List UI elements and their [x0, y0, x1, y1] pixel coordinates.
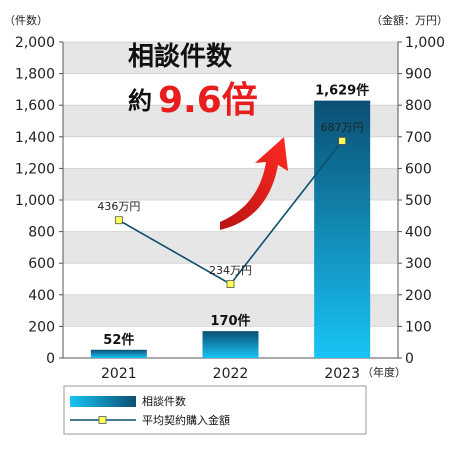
line-data-label: 436万円 — [97, 200, 140, 213]
right-tick-label: 200 — [405, 288, 432, 304]
left-axis-unit: （件数） — [4, 14, 48, 27]
legend-bar-label: 相談件数 — [142, 394, 186, 408]
left-tick-label: 1,600 — [15, 98, 55, 114]
left-tick-label: 2,000 — [15, 35, 55, 51]
left-tick-label: 200 — [28, 319, 55, 335]
bar — [202, 331, 259, 358]
legend-line-label: 平均契約購入金額 — [142, 413, 230, 427]
left-tick-label: 1,000 — [15, 193, 55, 209]
right-tick-label: 300 — [405, 256, 432, 272]
left-tick-label: 1,400 — [15, 130, 55, 146]
line-labels: 436万円 234万円 687万円 — [97, 121, 363, 277]
right-tick-label: 700 — [405, 130, 432, 146]
legend: 相談件数 平均契約購入金額 — [63, 385, 367, 435]
left-tick-label: 1,800 — [15, 67, 55, 83]
bar-data-label: 52件 — [103, 332, 134, 348]
growth-arrow — [220, 137, 288, 230]
right-tick-label: 500 — [405, 193, 432, 209]
right-axis-ticks: 0 100 200 300 400 500 600 700 800 900 1,000 — [398, 35, 445, 367]
right-tick-label: 0 — [405, 351, 414, 367]
annotation-line2-prefix: 約 — [128, 87, 152, 115]
bar-data-label: 1,629件 — [315, 83, 369, 99]
bar — [90, 349, 147, 358]
left-tick-label: 0 — [46, 351, 55, 367]
bar-data-label: 170件 — [210, 313, 250, 329]
bar-labels: 52件 170件 1,629件 — [103, 83, 369, 348]
x-axis-ticks: 2021 2022 2023 — [101, 366, 360, 382]
x-axis-unit: （年度） — [362, 365, 406, 379]
line-data-label: 234万円 — [209, 264, 252, 277]
x-tick-label: 2021 — [101, 366, 137, 382]
line-marker — [114, 216, 123, 225]
right-tick-label: 600 — [405, 161, 432, 177]
annotation-line2-value: 9.6倍 — [158, 80, 258, 121]
line-data-label: 687万円 — [321, 121, 364, 134]
right-tick-label: 900 — [405, 67, 432, 83]
legend-box — [63, 385, 367, 435]
x-tick-label: 2022 — [213, 366, 249, 382]
left-axis-ticks: 0 200 400 600 800 1,000 1,200 1,400 1,600 1,800 2,… — [15, 35, 63, 367]
annotation-line1: 相談件数 — [128, 41, 233, 72]
left-tick-label: 600 — [28, 256, 55, 272]
right-tick-label: 100 — [405, 319, 432, 335]
x-tick-label: 2023 — [324, 366, 360, 382]
left-tick-label: 400 — [28, 288, 55, 304]
left-tick-label: 800 — [28, 225, 55, 241]
line-marker — [338, 137, 347, 145]
legend-bar-swatch — [70, 396, 136, 407]
line-marker — [226, 280, 235, 288]
left-tick-label: 1,200 — [15, 161, 55, 177]
line-series — [114, 137, 347, 288]
right-tick-label: 800 — [405, 98, 432, 114]
grid-band — [63, 42, 398, 74]
legend-line-marker — [98, 416, 107, 424]
right-tick-label: 1,000 — [405, 35, 445, 51]
right-axis-unit: （金額：万円） — [371, 13, 448, 27]
right-tick-label: 400 — [405, 225, 432, 241]
